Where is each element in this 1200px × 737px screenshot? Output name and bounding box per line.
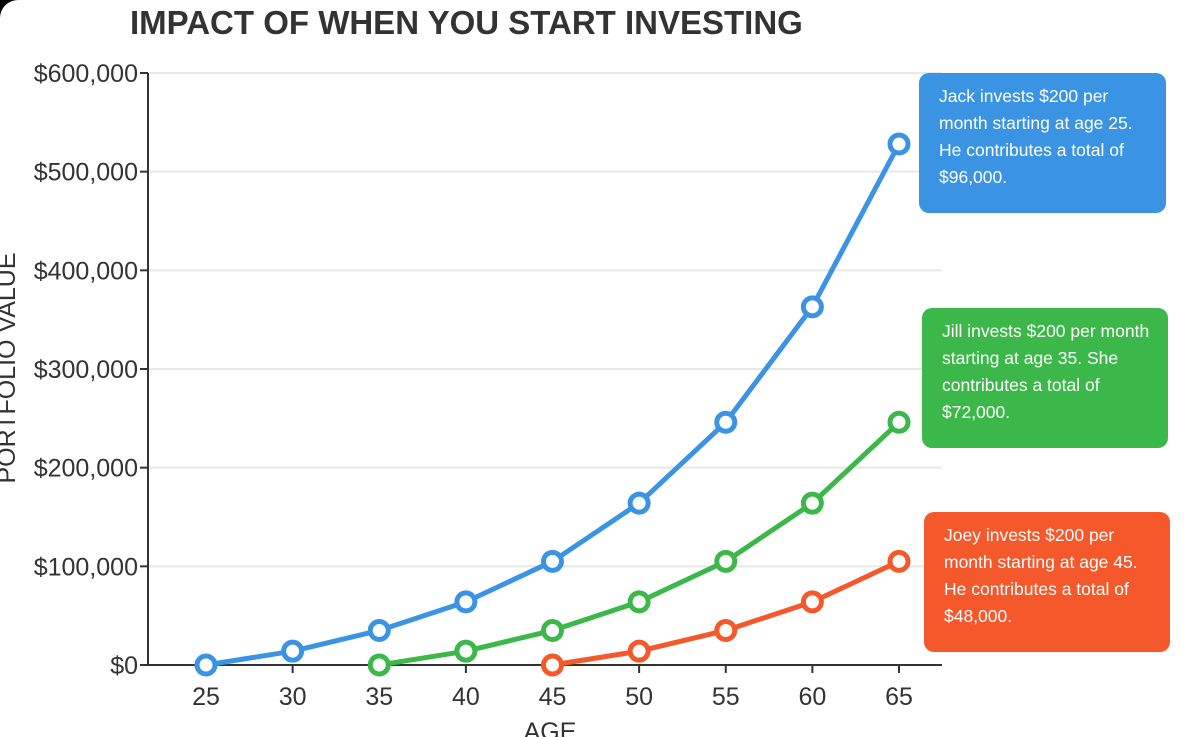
x-tick-labels: 25 30 35 40 45 50 55 60 65 xyxy=(192,683,913,711)
callout-joey: Joey invests $200 per month starting at … xyxy=(924,512,1170,652)
data-point-jack xyxy=(194,653,218,677)
x-tick-label: 25 xyxy=(192,683,220,711)
data-point-joey xyxy=(627,639,651,663)
data-point-jack xyxy=(627,491,651,515)
gridlines xyxy=(148,72,942,568)
data-point-jill xyxy=(714,549,738,573)
y-tick-label: $300,000 xyxy=(34,356,138,384)
y-tick-label: $600,000 xyxy=(34,60,138,88)
y-tick-label: $0 xyxy=(110,652,138,680)
data-point-jack xyxy=(367,618,391,642)
data-point-joey xyxy=(887,549,911,573)
data-point-jill xyxy=(541,618,564,642)
y-tick-labels: $0 $100,000 $200,000 $300,000 $400,000 $500,0… xyxy=(34,60,138,680)
data-point-jill xyxy=(800,491,824,515)
callout-jill: Jill invests $200 per month starting at … xyxy=(922,308,1168,448)
data-point-jack xyxy=(800,295,824,319)
y-tick-label: $500,000 xyxy=(34,159,138,187)
x-tick-label: 50 xyxy=(625,683,653,711)
data-point-jill xyxy=(367,653,391,677)
callout-jack: Jack invests $200 per month starting at … xyxy=(919,73,1166,213)
y-tick-label: $200,000 xyxy=(34,455,138,483)
data-point-jill xyxy=(887,410,911,434)
y-tick-label: $100,000 xyxy=(34,553,138,581)
axes xyxy=(140,72,942,673)
x-tick-label: 60 xyxy=(798,683,826,711)
x-tick-label: 40 xyxy=(452,683,480,711)
y-tick-label: $400,000 xyxy=(34,257,138,285)
data-point-jack xyxy=(541,549,564,573)
x-tick-label: 55 xyxy=(712,683,740,711)
data-point-jack xyxy=(281,639,305,663)
x-tick-label: 45 xyxy=(539,683,567,711)
data-point-joey xyxy=(541,653,564,677)
x-axis-title: AGE xyxy=(524,718,577,737)
x-tick-label: 65 xyxy=(885,683,913,711)
data-point-jill xyxy=(454,639,478,663)
data-point-joey xyxy=(800,590,824,614)
x-tick-label: 35 xyxy=(365,683,393,711)
data-point-jack xyxy=(887,132,911,156)
chart-title: IMPACT OF WHEN YOU START INVESTING xyxy=(130,4,803,41)
data-point-jill xyxy=(627,590,651,614)
data-point-joey xyxy=(714,618,738,642)
data-point-jack xyxy=(714,410,738,434)
x-tick-label: 30 xyxy=(279,683,307,711)
data-point-jack xyxy=(454,590,478,614)
series-lines xyxy=(203,141,902,668)
series-line-jack xyxy=(203,141,902,668)
data-points xyxy=(194,132,911,677)
y-axis-title: PORTFOLIO VALUE xyxy=(0,252,21,483)
series-line-jill xyxy=(376,419,902,668)
